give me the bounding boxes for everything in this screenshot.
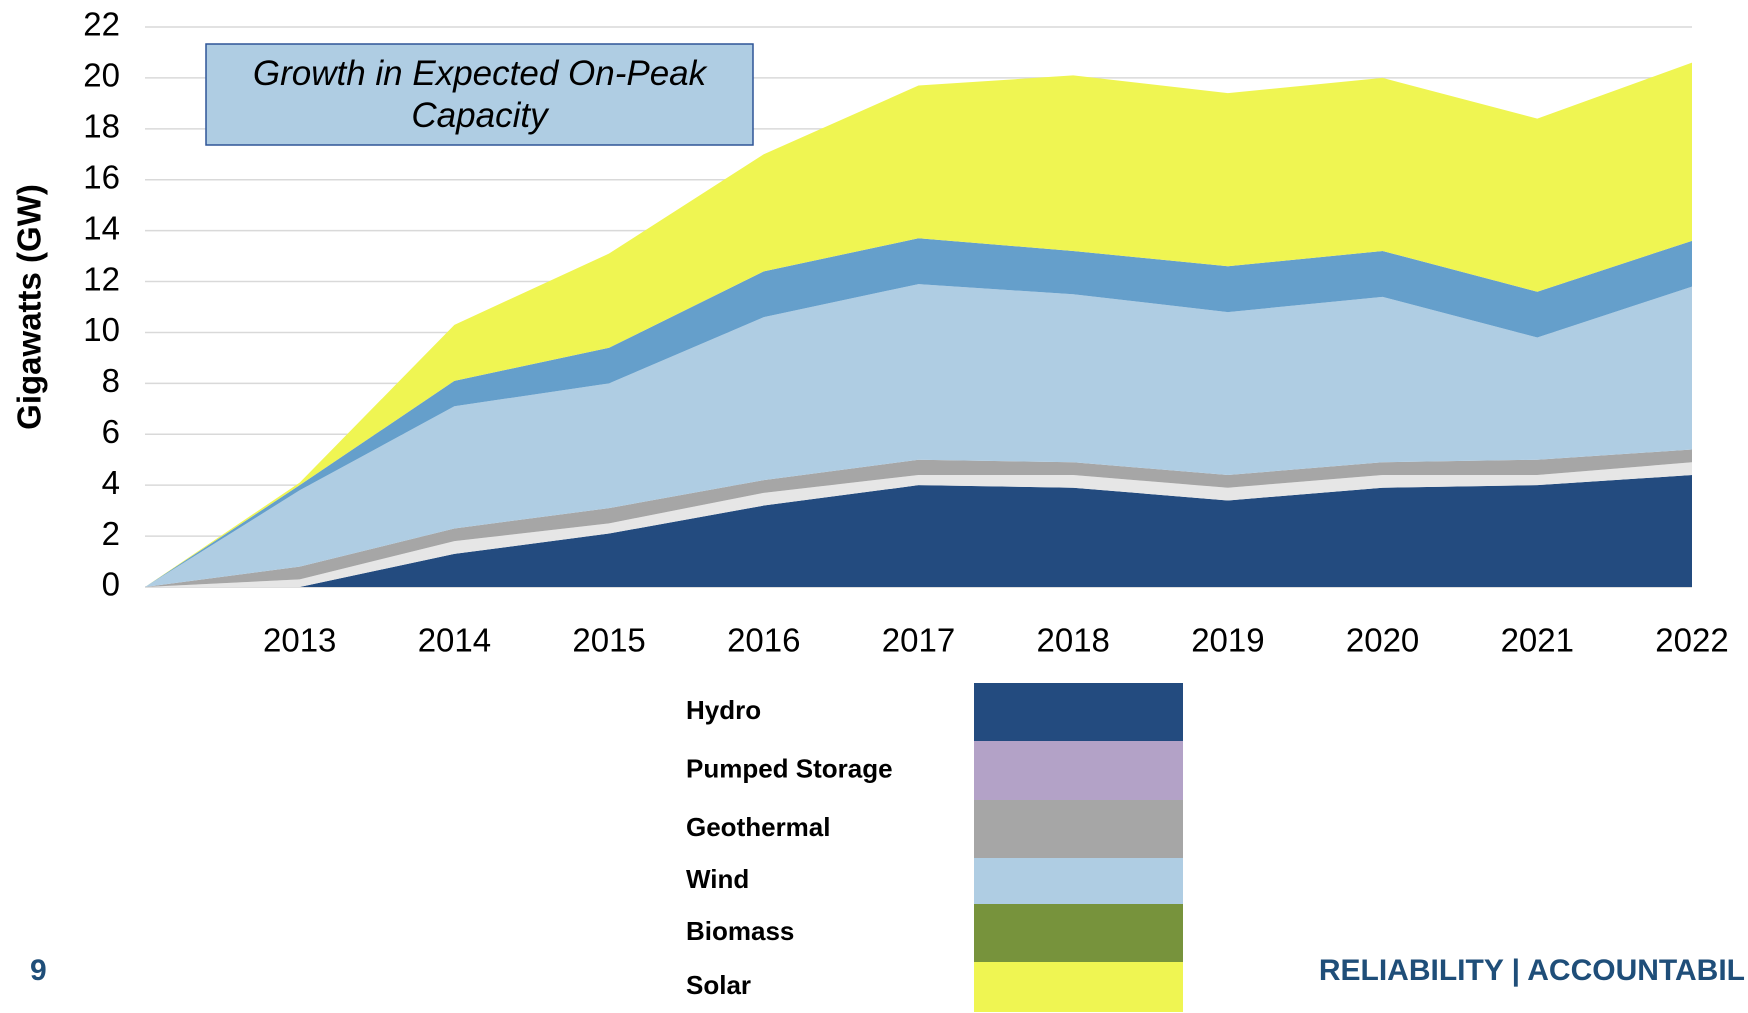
- x-tick-label: 2016: [727, 622, 800, 659]
- area: [145, 475, 1692, 587]
- y-axis-label: Gigawatts (GW): [11, 184, 48, 430]
- annotation: Growth in Expected On-Peak Capacity: [252, 53, 707, 135]
- page-number: 9: [30, 954, 47, 987]
- areas: [145, 62, 1692, 588]
- legend-label: Geothermal: [686, 812, 831, 842]
- annotation-box: [205, 43, 754, 146]
- y-tick-label: 18: [83, 108, 120, 145]
- legend-label: Pumped Storage: [686, 753, 893, 783]
- legend-label: Hydro: [686, 695, 761, 725]
- x-tick-label: 2014: [418, 622, 491, 659]
- y-tick-label: 10: [83, 311, 120, 348]
- y-tick-label: 6: [102, 413, 120, 450]
- legend-swatch: [974, 683, 1183, 741]
- x-tick-label: 2017: [882, 622, 955, 659]
- legend-swatch: [974, 800, 1183, 858]
- y-tick-label: 22: [83, 6, 120, 43]
- legend-label: Solar: [686, 970, 751, 1000]
- area: [145, 62, 1692, 588]
- annotation-wrap: Growth in Expected On-Peak Capacity: [252, 53, 707, 135]
- legend-label: Wind: [686, 864, 749, 894]
- legend-swatch: [974, 904, 1183, 962]
- y-tick-label: 14: [83, 209, 120, 246]
- y-tick-label: 0: [102, 566, 120, 603]
- y-tick-label: 8: [102, 362, 120, 399]
- legend-swatch: [974, 962, 1183, 1012]
- y-tick-label: 4: [102, 464, 120, 501]
- area: [145, 449, 1692, 587]
- x-tick-label: 2021: [1501, 622, 1574, 659]
- y-tick-label: 16: [83, 158, 120, 195]
- legend-label: Biomass: [686, 916, 794, 946]
- x-tick-label: 2022: [1655, 622, 1728, 659]
- x-tick-label: 2020: [1346, 622, 1419, 659]
- legend-swatch: [974, 858, 1183, 904]
- y-tick-label: 2: [102, 515, 120, 552]
- area: [145, 462, 1692, 587]
- y-tick-label: 20: [83, 57, 120, 94]
- x-tick-label: 2019: [1191, 622, 1264, 659]
- y-tick-label: 12: [83, 260, 120, 297]
- footer-text: RELIABILITY | ACCOUNTABIL: [1319, 954, 1745, 987]
- x-tick-label: 2018: [1036, 622, 1109, 659]
- legend-swatch: [974, 741, 1183, 800]
- x-tick-label: 2013: [263, 622, 336, 659]
- area: [145, 284, 1692, 587]
- x-tick-label: 2015: [572, 622, 645, 659]
